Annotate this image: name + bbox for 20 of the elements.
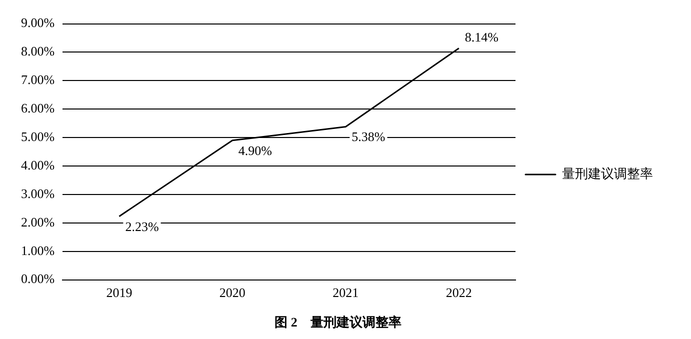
y-tick-label: 5.00% [20, 129, 55, 144]
y-tick-label: 9.00% [20, 15, 55, 30]
y-tick-label: 0.00% [20, 271, 55, 286]
data-label: 5.38% [352, 129, 386, 144]
y-tick-label: 3.00% [20, 186, 55, 201]
data-label: 2.23% [125, 218, 159, 234]
x-tick-label: 2019 [106, 285, 132, 300]
data-label: 4.90% [238, 142, 272, 158]
x-tick-label: 2020 [219, 285, 246, 300]
legend-label: 量刑建议调整率 [562, 166, 653, 181]
data-label: 8.14% [464, 30, 499, 45]
x-tick-label: 2021 [332, 285, 359, 300]
y-tick-label: 7.00% [20, 72, 55, 88]
text: 图 2 量刑建议调整率 [274, 314, 402, 330]
y-tick-label: 6.00% [20, 100, 55, 116]
y-tick-label: 2.00% [20, 214, 55, 230]
x-tick-label: 2022 [446, 285, 472, 300]
y-tick-label: 1.00% [20, 242, 55, 258]
y-tick-label: 4.00% [20, 157, 55, 172]
y-tick-label: 8.00% [20, 44, 55, 59]
